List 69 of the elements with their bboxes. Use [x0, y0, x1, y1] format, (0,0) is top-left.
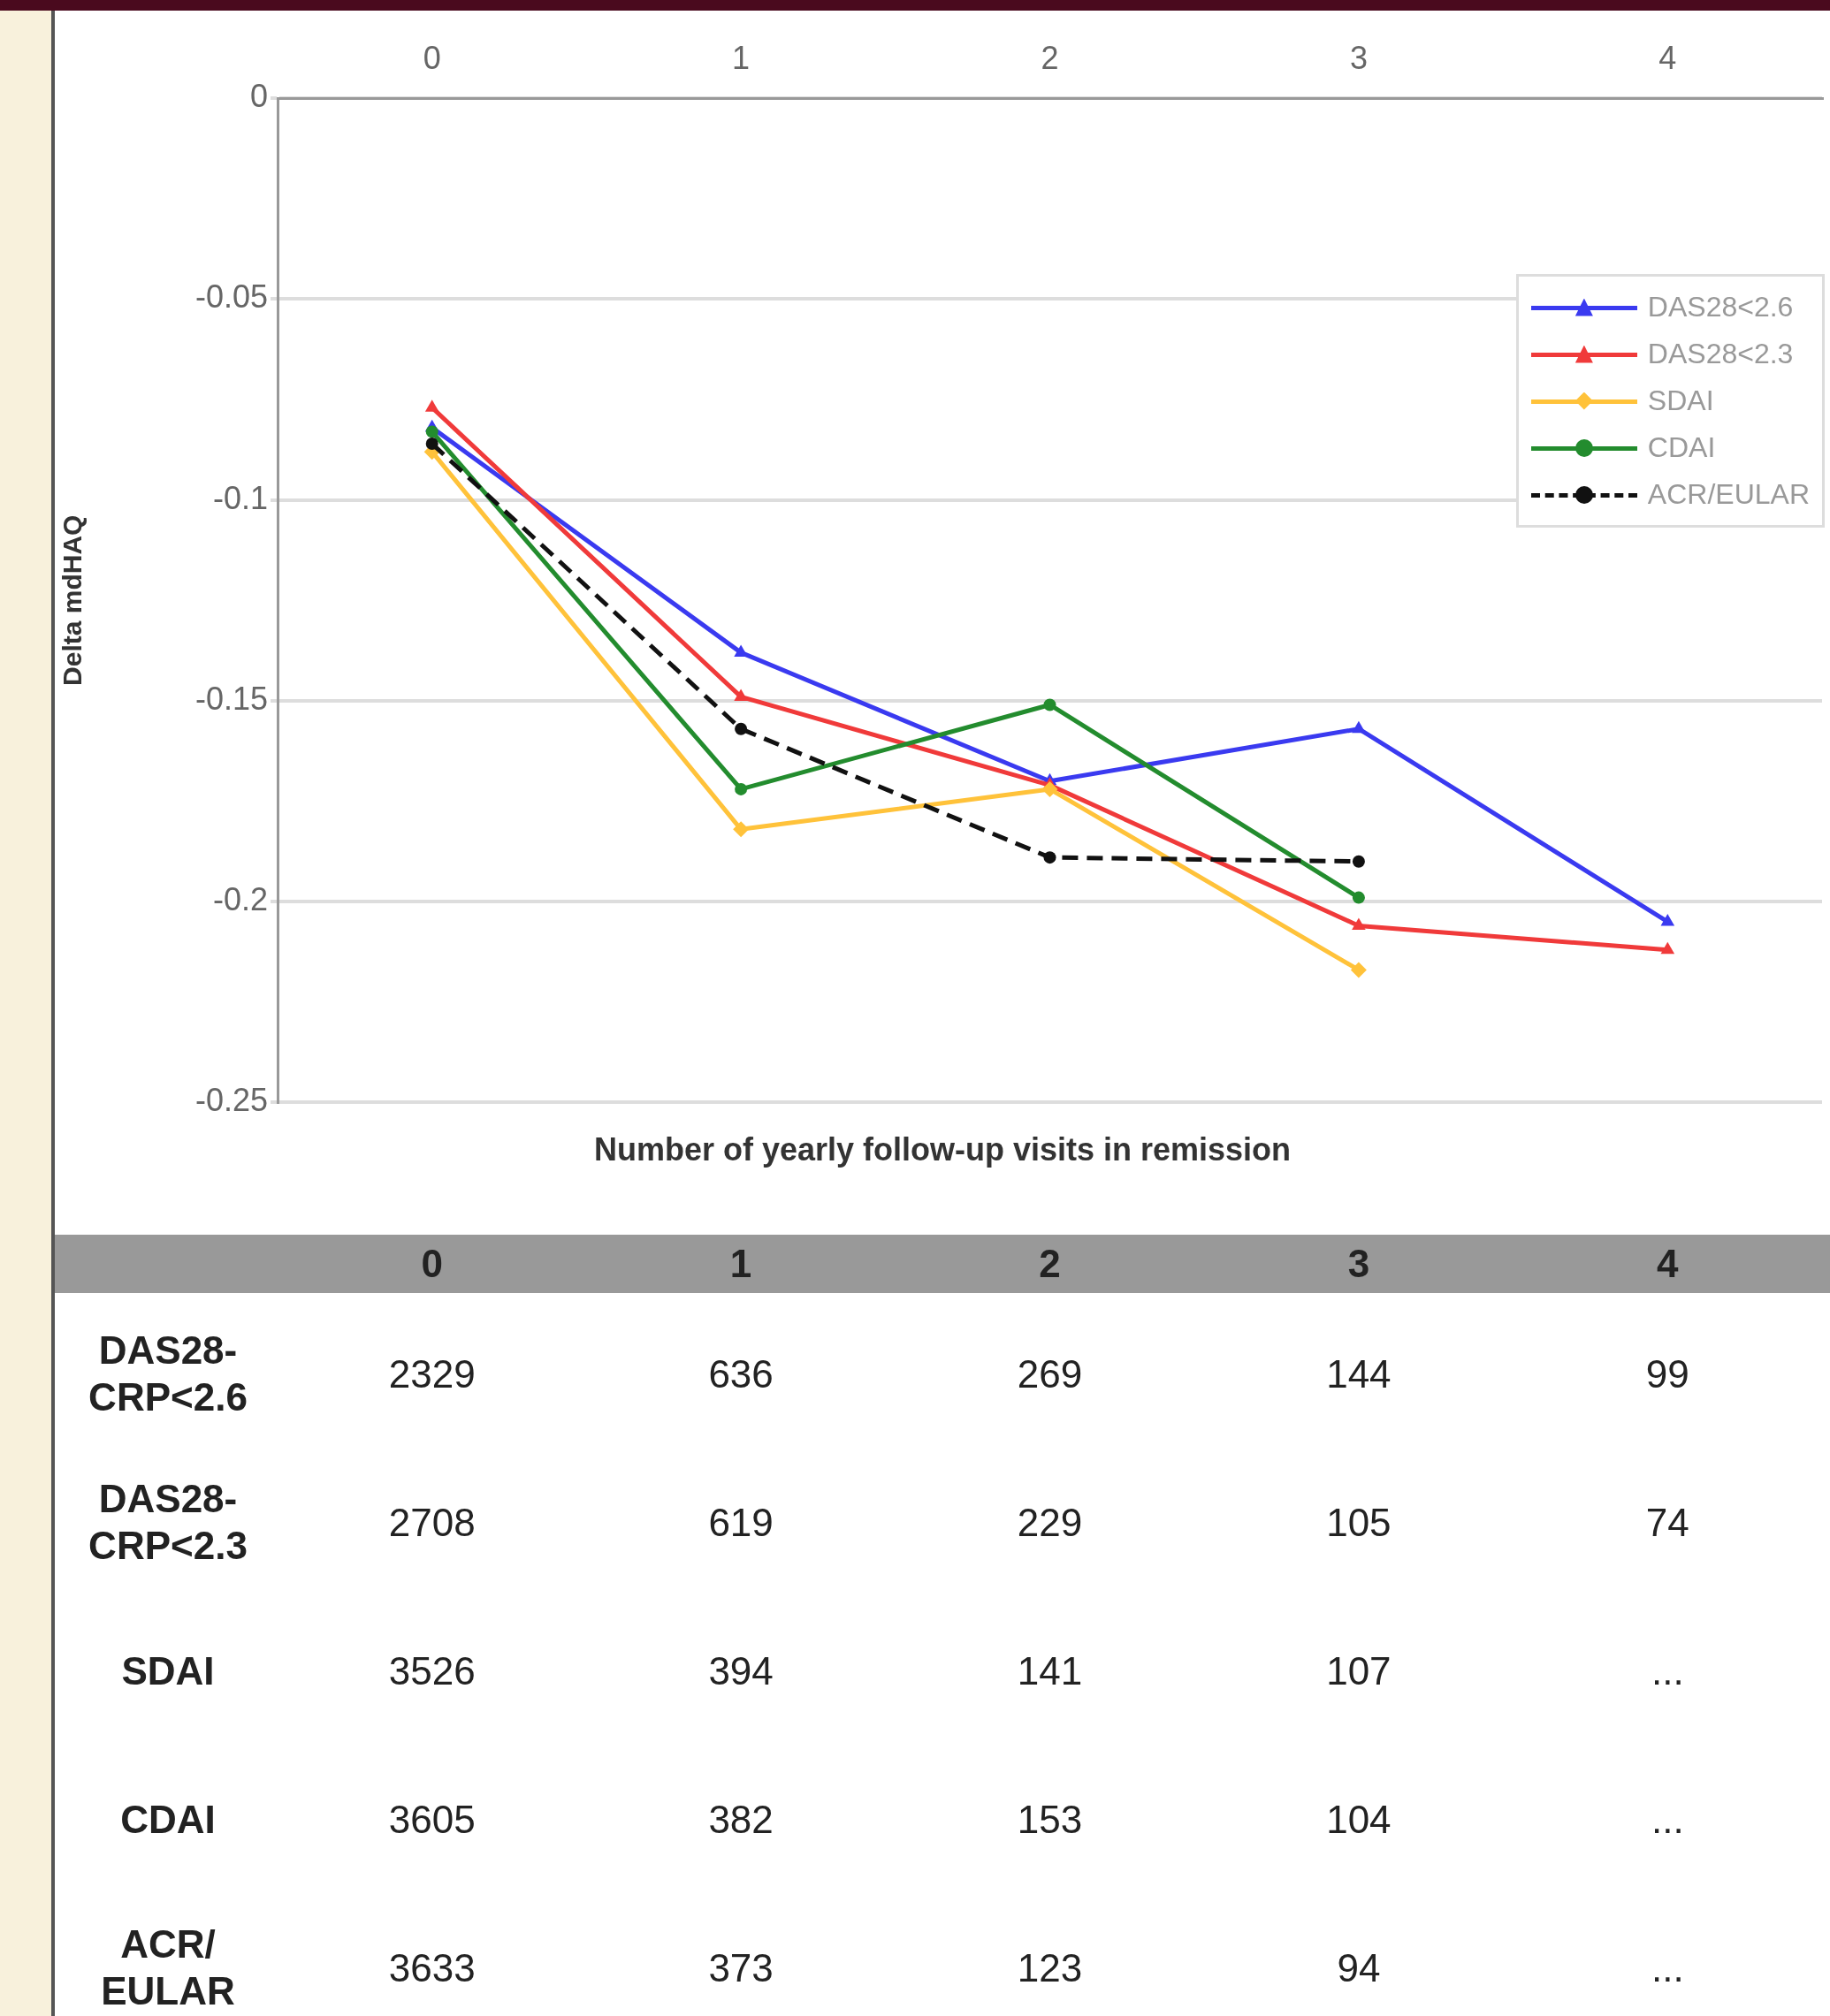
point — [1352, 917, 1366, 930]
text: 2329 — [388, 1352, 476, 1396]
category-label: 3 — [1347, 1242, 1370, 1285]
point — [1043, 698, 1056, 711]
text: 99 — [1645, 1352, 1689, 1396]
point — [425, 437, 438, 451]
x-tick-label: 3 — [1349, 39, 1368, 76]
text: 153 — [1017, 1798, 1083, 1842]
point — [735, 782, 748, 795]
text: 3605 — [388, 1798, 476, 1842]
point — [1041, 780, 1058, 797]
legend-label: ACR/EULAR — [1647, 478, 1810, 511]
category-label: 4 — [1657, 1242, 1679, 1285]
x-tick-label: 2 — [1041, 39, 1059, 76]
point — [425, 425, 438, 438]
point — [735, 722, 748, 735]
y-tick-label: -0.15 — [194, 680, 268, 717]
text: 373 — [708, 1946, 774, 1990]
text: 269 — [1017, 1352, 1083, 1396]
legend-label: CDAI — [1647, 431, 1716, 464]
y-axis-title: Delta mdHAQ — [57, 514, 88, 686]
y-tick-label: -0.1 — [212, 479, 268, 516]
text: 394 — [708, 1649, 774, 1693]
text: 107 — [1326, 1649, 1392, 1693]
point — [1352, 720, 1366, 734]
text: 382 — [708, 1798, 774, 1842]
point — [1352, 891, 1365, 904]
x-tick-label: 4 — [1658, 39, 1677, 76]
text: 2708 — [388, 1501, 476, 1545]
x-tick-label: 1 — [732, 39, 751, 76]
x-axis-title: Number of yearly follow-up visits in remission — [592, 1131, 1292, 1168]
text: ... — [1651, 1946, 1684, 1990]
x-tick-label: 0 — [423, 39, 441, 76]
text: ... — [1651, 1649, 1684, 1693]
text: 229 — [1017, 1501, 1083, 1545]
y-tick-label: -0.2 — [212, 881, 268, 918]
text: 144 — [1326, 1352, 1392, 1396]
category-label: 1 — [729, 1242, 752, 1285]
point — [1352, 855, 1365, 868]
text: 123 — [1017, 1946, 1083, 1990]
point — [1350, 962, 1367, 978]
point — [733, 821, 750, 838]
text: 619 — [708, 1501, 774, 1545]
y-tick-label: -0.05 — [194, 278, 268, 316]
text: ... — [1651, 1798, 1684, 1842]
text: 3633 — [388, 1946, 476, 1990]
text: 141 — [1017, 1649, 1083, 1693]
text: 94 — [1337, 1946, 1381, 1990]
text: DAS28-CRP<2.6 — [88, 1328, 248, 1420]
legend-label: SDAI — [1647, 384, 1714, 417]
text: CDAI — [119, 1796, 217, 1843]
point — [1043, 851, 1056, 864]
y-tick-label: -0.25 — [194, 1082, 268, 1119]
text: 636 — [708, 1352, 774, 1396]
text: ACR/ EULAR — [100, 1921, 236, 2014]
text: 104 — [1326, 1798, 1392, 1842]
text: SDAI — [120, 1647, 216, 1694]
category-label: 0 — [421, 1242, 443, 1285]
point — [1660, 913, 1675, 926]
point — [1660, 941, 1675, 955]
y-tick-label: 0 — [249, 78, 268, 115]
text: 105 — [1326, 1501, 1392, 1545]
legend-label: DAS28<2.3 — [1647, 338, 1794, 370]
point — [734, 688, 748, 701]
legend-label: DAS28<2.6 — [1647, 291, 1794, 323]
text: 74 — [1645, 1501, 1689, 1545]
text: 3526 — [388, 1649, 476, 1693]
text: DAS28-CRP<2.3 — [88, 1476, 248, 1569]
category-label: 2 — [1039, 1242, 1061, 1285]
